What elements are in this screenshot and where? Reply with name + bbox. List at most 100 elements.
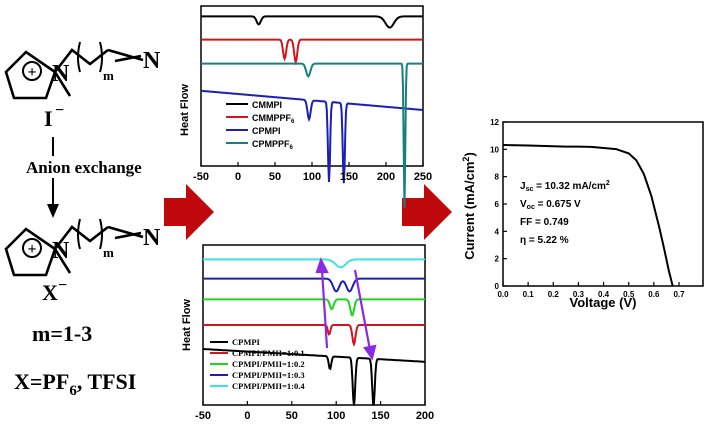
- chain-index-m: m: [103, 68, 114, 83]
- dsc-top-xticks: -50 0 50 100 150 200 250: [193, 162, 432, 183]
- y-tick-label: 0: [495, 282, 500, 291]
- methyl-bond: [53, 248, 72, 274]
- nitrile-single-bond: [107, 48, 144, 62]
- x-tick-label: 0.7: [673, 290, 685, 299]
- ionic-liquid-molecule-bottom: [4, 225, 144, 277]
- reaction-scheme: + N m N I − Anion exchange + N m N X − m…: [4, 41, 161, 399]
- bracket-left: [77, 41, 81, 73]
- nitrile-triple-bond: [114, 54, 142, 63]
- jv-ylabel: Current (mA/cm2): [461, 152, 477, 260]
- y-tick-label: 4: [495, 227, 500, 236]
- exchange-arrow-head: [47, 204, 59, 218]
- legend-label: CPMPI/PMII=1:0.3: [232, 370, 305, 380]
- ff-annotation: FF = 0.749: [520, 217, 569, 228]
- positive-charge: +: [27, 64, 36, 81]
- x-tick-label: 250: [414, 171, 432, 183]
- x-tick-label: 0.3: [573, 290, 585, 299]
- nitrile-triple-bond: [114, 231, 142, 240]
- x-tick-label: 150: [340, 171, 358, 183]
- x-tick-label: 0.6: [648, 290, 660, 299]
- nitrile-single-bond: [107, 225, 144, 239]
- y-tick-label: 8: [495, 173, 500, 182]
- legend-label: CPMPI/PMII=1:0.4: [232, 381, 305, 391]
- pyrrolidinium-ring: [4, 227, 57, 277]
- jv-ticks: 0.0 0.1 0.2 0.3 0.4 0.5 0.6 0.7 0 2 4 6 8 10 12: [490, 118, 685, 299]
- positive-charge: +: [27, 241, 36, 258]
- dsc-top-ylabel: Heat Flow: [179, 84, 191, 136]
- jv-curve-line: [502, 144, 674, 287]
- nitrogen-atom: N: [52, 238, 70, 264]
- x-tick-label: 0: [235, 171, 241, 183]
- trend-arrow-right-head: [363, 344, 377, 361]
- legend-label: CPMPPF6: [252, 139, 294, 151]
- trend-arrows: [315, 257, 377, 361]
- x-tick-label: 200: [377, 171, 395, 183]
- dsc-series-line: [201, 38, 423, 66]
- jv-xlabel: Voltage (V): [570, 295, 637, 310]
- dsc-series-line: [203, 277, 425, 293]
- x-tick-label: -50: [193, 171, 209, 183]
- x-tick-label: 200: [416, 410, 434, 422]
- pyrrolidinium-ring: [4, 50, 57, 100]
- alkyl-chain: [53, 225, 109, 250]
- dsc-bottom-chart: Heat Flow -50 0 50 100 150 200 CPMPI CPMPI/PM…: [181, 244, 434, 422]
- chain-index-m: m: [103, 245, 114, 260]
- dsc-series-line: [200, 89, 424, 184]
- x-tick-label: 0.0: [497, 290, 509, 299]
- nitrile-nitrogen: N: [143, 225, 161, 251]
- voc-annotation: Voc = 0.675 V: [520, 199, 581, 211]
- y-tick-label: 6: [495, 200, 500, 209]
- positive-charge-circle: [22, 61, 42, 81]
- anion-x-charge: −: [58, 277, 67, 294]
- dsc-series-line: [203, 324, 425, 348]
- dsc-top-chart: Heat Flow -50 0 50 100 150 200 250 CMMPI CMMPP…: [179, 5, 432, 208]
- alkyl-chain: [53, 48, 109, 73]
- legend-label: CMMPI: [252, 100, 282, 110]
- x-tick-label: 0.1: [523, 290, 535, 299]
- dsc-top-legend: CMMPI CMMPPF6 CPMPI CPMPPF6: [226, 100, 295, 151]
- bracket-right: [99, 41, 103, 73]
- trend-arrow-right: [353, 269, 372, 351]
- x-tick-label: -50: [195, 410, 211, 422]
- trend-arrow-left: [320, 269, 329, 349]
- bracket-right: [99, 218, 103, 250]
- dsc-series-line: [203, 348, 425, 406]
- legend-label: CPMPI/PMII=1:0.1: [232, 348, 305, 358]
- exchange-label-bg: [24, 156, 154, 178]
- process-arrow-right: [402, 184, 452, 240]
- y-tick-label: 12: [490, 118, 499, 127]
- legend-label: CPMPI: [232, 337, 261, 347]
- dsc-bottom-curves: [203, 258, 425, 406]
- dsc-series-line: [203, 258, 425, 269]
- positive-charge-circle: [22, 238, 42, 258]
- dsc-series-line: [203, 298, 425, 317]
- x-tick-label: 150: [371, 410, 389, 422]
- process-arrow-left: [164, 184, 214, 240]
- anion-options-label: X=PF6, TFSI: [14, 369, 136, 399]
- dsc-series-line: [201, 62, 423, 208]
- x-tick-label: 50: [269, 171, 281, 183]
- legend-label: CPMPI: [252, 126, 281, 136]
- anion-exchange-label: Anion exchange: [26, 158, 142, 177]
- y-tick-label: 10: [490, 145, 499, 154]
- nitrile-nitrogen: N: [143, 48, 161, 74]
- methyl-bond: [53, 71, 72, 97]
- legend-label: CPMPI/PMII=1:0.2: [232, 359, 305, 369]
- eta-annotation: η = 5.22 %: [520, 235, 569, 246]
- y-tick-label: 2: [495, 255, 500, 264]
- anion-x: X: [42, 280, 58, 305]
- x-tick-label: 0.2: [548, 290, 560, 299]
- dsc-top-curves: [200, 15, 424, 208]
- iodide-charge: −: [55, 102, 64, 119]
- jv-chart: Current (mA/cm2) Voltage (V) 0.0 0.1 0.2 0.…: [461, 118, 704, 310]
- x-tick-label: 0.4: [598, 290, 610, 299]
- jsc-annotation: Jsc = 10.32 mA/cm2: [520, 180, 610, 193]
- bracket-left: [77, 218, 81, 250]
- x-tick-label: 0: [244, 410, 250, 422]
- x-tick-label: 50: [286, 410, 298, 422]
- dsc-series-line: [201, 15, 423, 29]
- x-tick-label: 100: [327, 410, 345, 422]
- nitrogen-atom: N: [52, 61, 70, 87]
- dsc-bottom-xticks: -50 0 50 100 150 200: [195, 401, 434, 422]
